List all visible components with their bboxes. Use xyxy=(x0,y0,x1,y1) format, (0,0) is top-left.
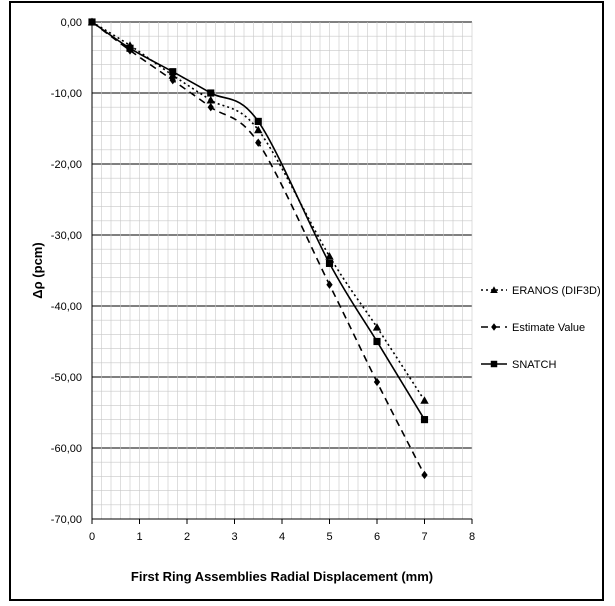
x-tick-labels: 0 1 2 3 4 5 6 7 8 xyxy=(89,531,475,543)
diamond-marker xyxy=(491,323,497,331)
x-tick-label: 1 xyxy=(136,531,142,543)
diamond-marker xyxy=(421,470,428,480)
y-axis-title: Δρ (pcm) xyxy=(30,242,45,298)
y-tick-label: -60,00 xyxy=(51,443,82,455)
square-marker xyxy=(207,89,215,97)
square-marker xyxy=(373,337,381,346)
legend-label: SNATCH xyxy=(512,359,556,371)
legend: ERANOS (DIF3D) Estimate Value SNATCH xyxy=(481,285,601,371)
square-marker xyxy=(254,117,262,125)
x-tick-label: 6 xyxy=(374,531,380,543)
series-line xyxy=(91,21,426,476)
triangle-marker xyxy=(372,323,382,331)
axes xyxy=(91,22,473,524)
diamond-marker xyxy=(169,76,176,85)
legend-label: Estimate Value xyxy=(512,322,585,334)
y-tick-label: -70,00 xyxy=(51,514,82,526)
y-tick-label: -30,00 xyxy=(51,230,82,242)
x-tick-label: 5 xyxy=(326,531,332,543)
y-tick-label: -40,00 xyxy=(51,301,82,313)
square-marker xyxy=(169,68,177,76)
diamond-marker xyxy=(207,103,214,112)
x-axis-title: First Ring Assemblies Radial Displacemen… xyxy=(131,569,433,584)
square-marker xyxy=(325,259,334,267)
y-tick-label: -10,00 xyxy=(51,88,82,100)
triangle-marker xyxy=(254,125,263,134)
x-tick-label: 7 xyxy=(421,531,427,543)
x-tick-label: 0 xyxy=(89,531,95,543)
diamond-marker xyxy=(326,280,333,289)
square-marker xyxy=(126,44,134,52)
diamond-marker xyxy=(373,377,381,387)
series-triangle xyxy=(87,17,429,404)
x-tick-label: 3 xyxy=(231,531,237,543)
triangle-marker xyxy=(490,286,498,294)
series xyxy=(87,17,429,480)
y-tick-label: 0,00 xyxy=(61,17,82,29)
legend-label: ERANOS (DIF3D) xyxy=(512,285,601,297)
triangle-marker xyxy=(206,95,215,104)
triangle-marker xyxy=(420,396,429,404)
line-chart: 0 1 2 3 4 5 6 7 8 0,00 -10,00 -20,00 -30,00 -40,00 -5… xyxy=(30,17,601,584)
y-tick-label: -50,00 xyxy=(51,372,82,384)
grid xyxy=(91,21,473,520)
x-tick-label: 2 xyxy=(184,531,190,543)
series-square xyxy=(88,18,429,424)
square-marker xyxy=(88,18,96,26)
x-tick-label: 4 xyxy=(279,531,285,543)
y-tick-labels: 0,00 -10,00 -20,00 -30,00 -40,00 -50,00 -60,00… xyxy=(51,17,82,526)
square-marker xyxy=(490,360,498,368)
chart-frame: 0 1 2 3 4 5 6 7 8 0,00 -10,00 -20,00 -30,00 -40,00 -5… xyxy=(9,1,604,601)
y-tick-label: -20,00 xyxy=(51,159,82,171)
square-marker xyxy=(420,416,429,424)
x-tick-label: 8 xyxy=(469,531,475,543)
